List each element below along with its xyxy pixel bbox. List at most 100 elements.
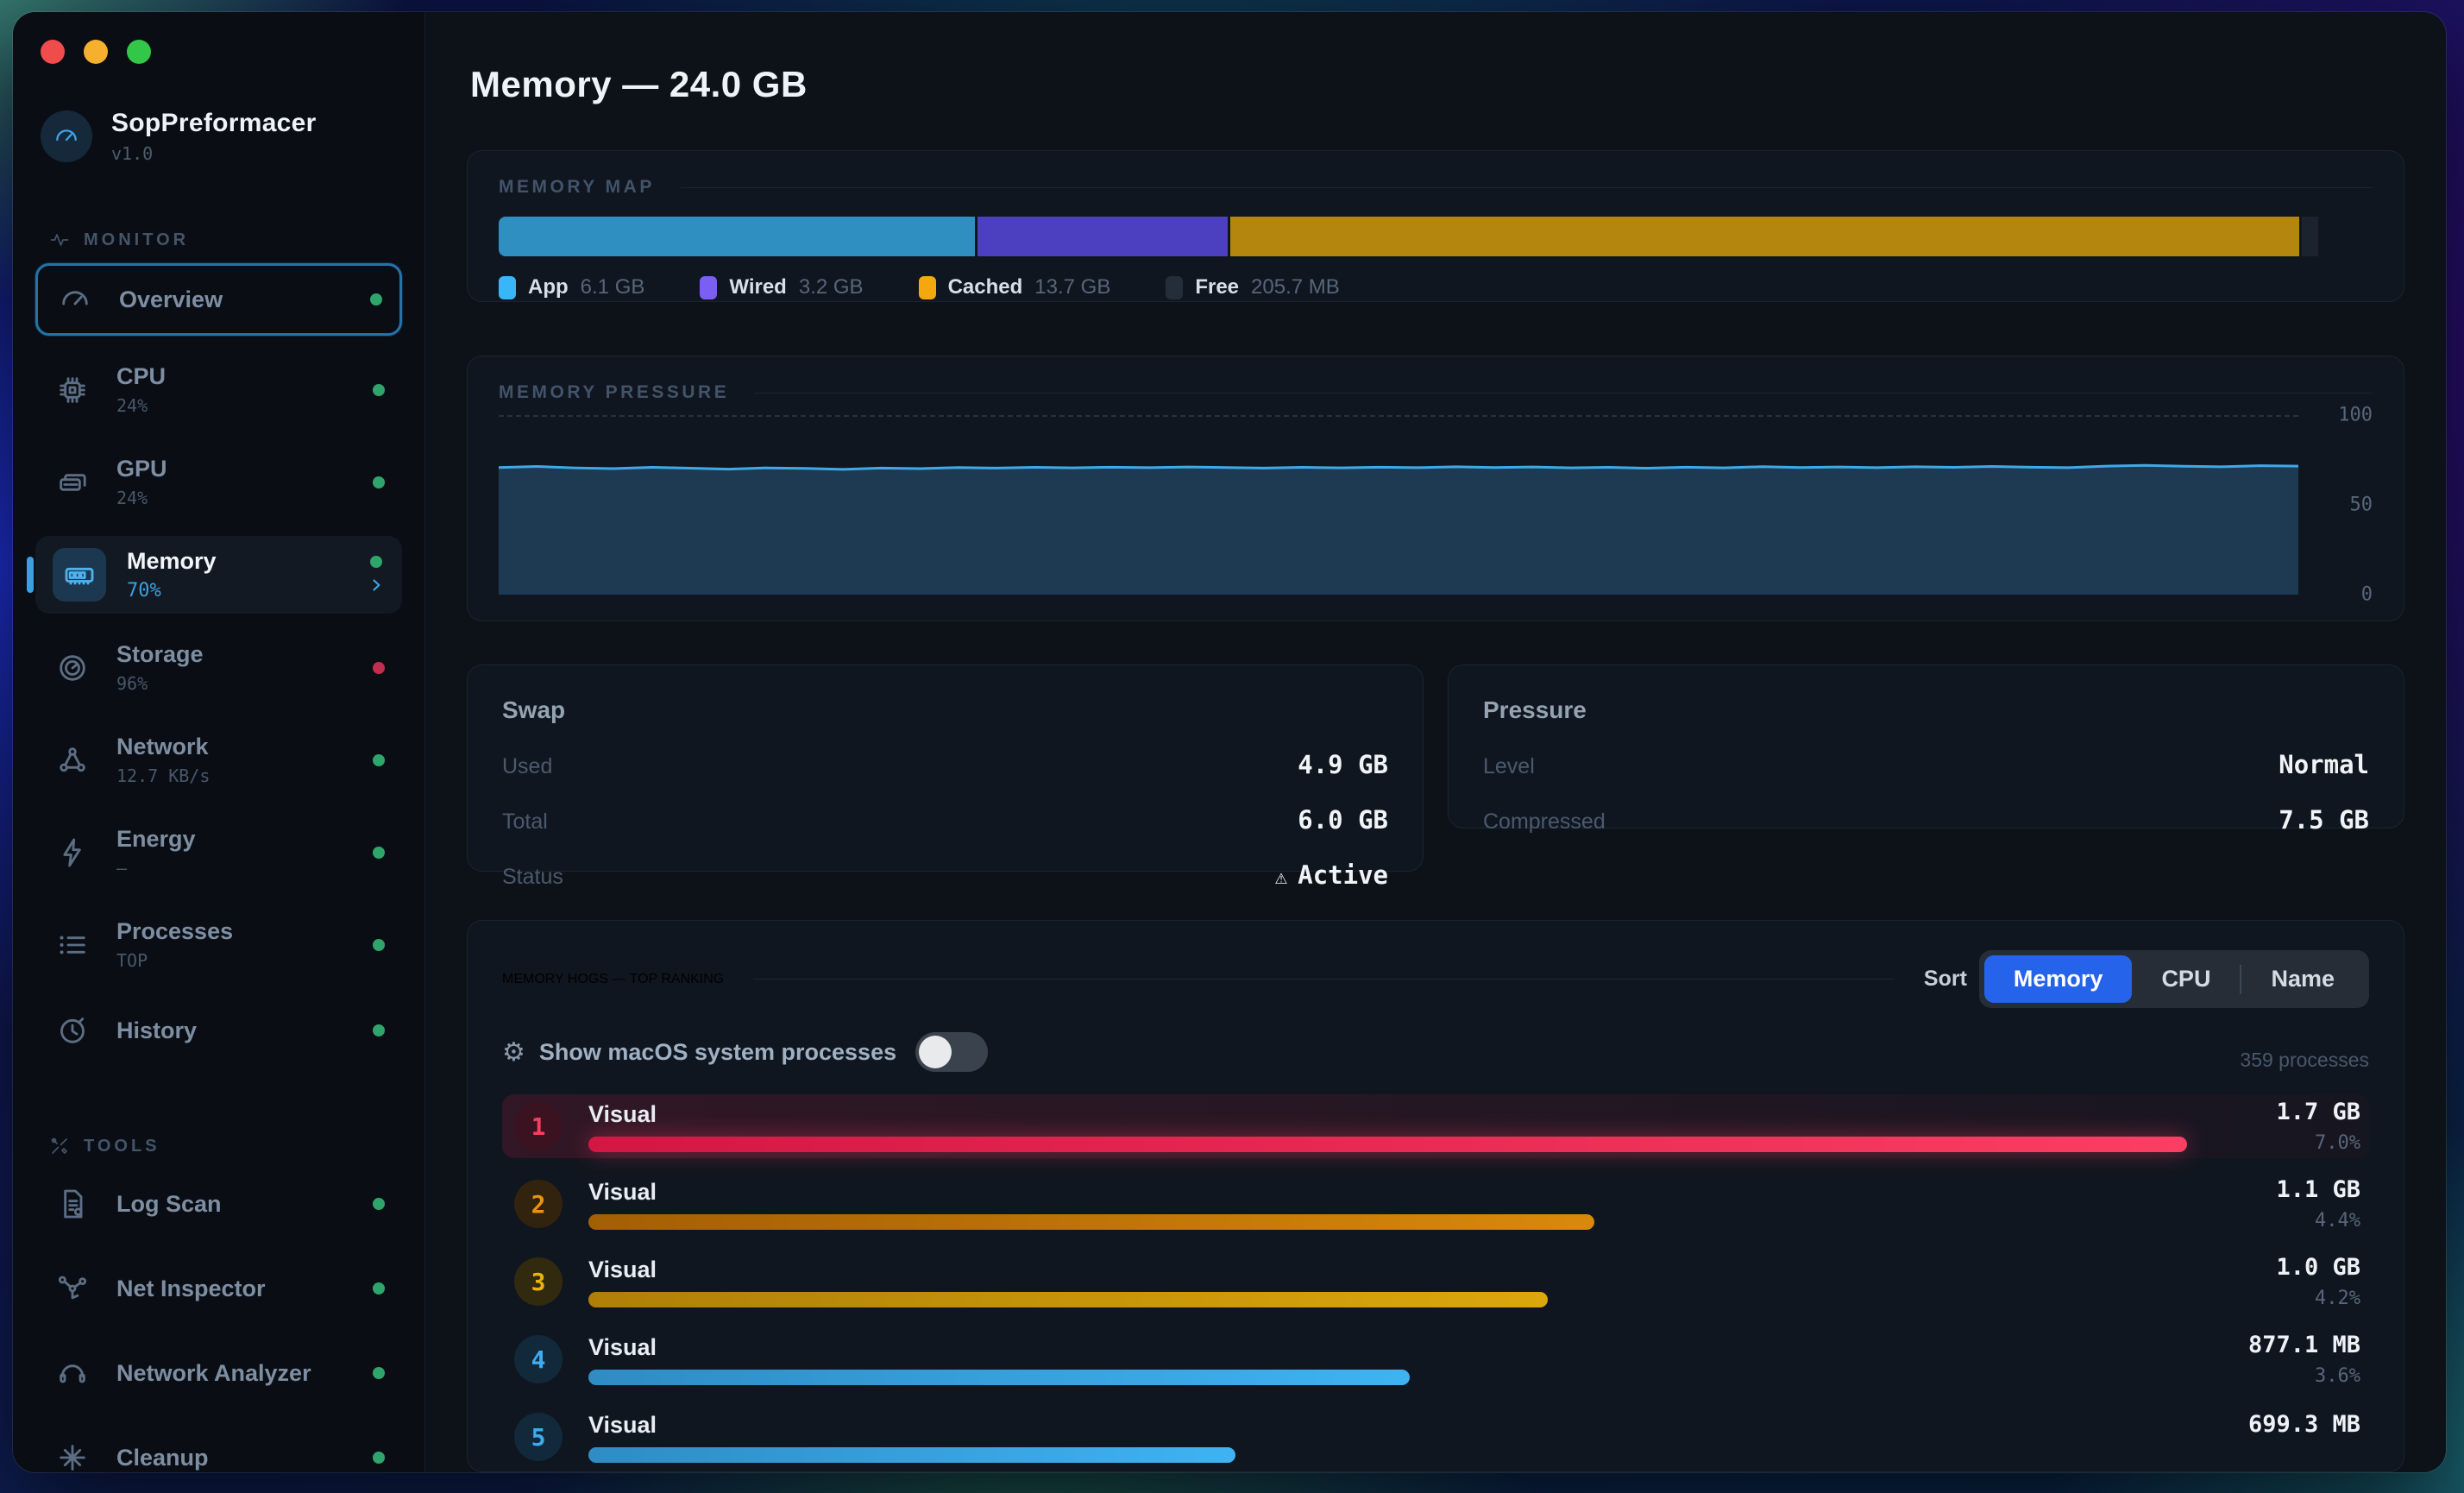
sort-option-cpu[interactable]: CPU [2161, 966, 2211, 992]
memory-usage-bar [588, 1291, 1548, 1307]
sidebar-item-network[interactable]: Network 12.7 KB/s [35, 721, 402, 798]
pressure-title: Pressure [1483, 696, 1587, 723]
stat-value: 6.0 GB [1298, 805, 1388, 835]
disk-icon [53, 648, 92, 688]
clock-icon [53, 1011, 92, 1050]
status-dot-green [373, 1024, 385, 1036]
process-name: Visual [588, 1333, 657, 1360]
sparkle-icon [53, 1438, 92, 1472]
memory-map-header: MEMORY MAP [499, 177, 655, 197]
sidebar-item-storage[interactable]: Storage 96% [35, 629, 402, 706]
stat-value: ⚠ Active [1274, 860, 1388, 890]
status-dot-green [373, 753, 385, 766]
sidebar-item-energy[interactable]: Energy – [35, 814, 402, 891]
status-dot-green [370, 556, 382, 568]
app-brand: SopPreformacer v1.0 [41, 109, 424, 164]
process-memory-percent: 4.2% [2315, 1288, 2360, 1309]
chevron-right-icon [368, 576, 385, 594]
sidebar-item-cleanup[interactable]: Cleanup [35, 1426, 402, 1472]
sidebar-item-label: Net Inspector [116, 1275, 266, 1301]
sidebar-item-memory[interactable]: Memory 70% [27, 536, 402, 614]
sidebar-item-processes[interactable]: Processes TOP [35, 906, 402, 983]
active-indicator [27, 557, 34, 593]
sidebar-item-label: Storage [116, 641, 204, 667]
close-button[interactable] [41, 40, 65, 64]
process-memory-value: 1.7 GB [2276, 1099, 2360, 1125]
sidebar-item-gpu[interactable]: GPU 24% [35, 444, 402, 520]
sidebar-item-value: 70% [127, 580, 161, 602]
traffic-lights [13, 12, 424, 64]
stat-label: Status [502, 865, 563, 889]
stat-value: 7.5 GB [2279, 805, 2369, 835]
sidebar-item-value: 24% [116, 395, 148, 416]
sidebar-item-label: Cleanup [116, 1444, 209, 1471]
chip-icon [53, 370, 92, 410]
show-system-processes-label: Show macOS system processes [538, 1038, 897, 1065]
sidebar-item-cpu[interactable]: CPU 24% [35, 351, 402, 428]
process-memory-percent: 7.0% [2315, 1132, 2360, 1154]
memory-usage-bar [588, 1213, 1594, 1230]
legend-value: 205.7 MB [1251, 275, 1340, 299]
memory-hogs-list: 1 Visual 1.7 GB 7.0% 2 Visual 1.1 GB 4.4… [502, 1094, 2369, 1469]
gpu-icon [53, 463, 92, 502]
swap-row-status: Status ⚠ Active [502, 860, 1388, 890]
status-dot-green [373, 1367, 385, 1379]
sidebar-item-label: GPU [116, 456, 167, 482]
ram-icon [53, 548, 106, 602]
app-version: v1.0 [111, 143, 154, 164]
legend-name: App [528, 275, 569, 299]
process-memory-value: 699.3 MB [2247, 1410, 2360, 1438]
sidebar-item-overview[interactable]: Overview [35, 263, 402, 336]
process-row-1[interactable]: 1 Visual 1.7 GB 7.0% [502, 1094, 2369, 1158]
minimize-button[interactable] [84, 40, 108, 64]
page-title: Memory — 24.0 GB [470, 64, 808, 104]
sidebar-item-net-inspector[interactable]: Net Inspector [35, 1257, 402, 1320]
legend-name: Free [1195, 275, 1240, 299]
process-name: Visual [588, 1100, 657, 1127]
memory-usage-bar [588, 1136, 2187, 1152]
sort-option-memory[interactable]: Memory [1983, 955, 2133, 1003]
memory-pressure-header: MEMORY PRESSURE [499, 382, 730, 402]
status-dot-green [373, 1452, 385, 1464]
stat-label: Used [502, 754, 553, 778]
sidebar-item-log-scan[interactable]: Log Scan [35, 1172, 402, 1236]
zoom-button[interactable] [127, 40, 151, 64]
pressure-card: Pressure Level Normal Compressed 7.5 GB [1448, 665, 2404, 835]
process-row-2[interactable]: 2 Visual 1.1 GB 4.4% [502, 1172, 2369, 1236]
sidebar-item-history[interactable]: History [35, 998, 402, 1062]
rank-badge: 3 [514, 1257, 563, 1306]
memory-hogs-header: MEMORY HOGS — TOP RANKING [502, 971, 725, 986]
sort-option-name[interactable]: Name [2271, 966, 2335, 992]
status-dot-green [373, 846, 385, 859]
segmented-divider [2240, 964, 2242, 994]
legend-item-wired: Wired 3.2 GB [700, 275, 864, 299]
sidebar-item-label: Network [116, 734, 209, 759]
pressure-row-compressed: Compressed 7.5 GB [1483, 805, 2369, 835]
y-tick: 100 [2338, 404, 2373, 426]
status-dot-green [373, 938, 385, 951]
rank-badge: 2 [514, 1180, 563, 1228]
sidebar-item-network-analyzer[interactable]: Network Analyzer [35, 1341, 402, 1405]
sidebar-item-value: TOP [116, 950, 148, 971]
status-dot-green [373, 1282, 385, 1295]
map-segment-free [2302, 217, 2318, 256]
pulse-icon [49, 230, 70, 250]
map-segment-app [499, 217, 976, 256]
stat-label: Total [502, 809, 548, 834]
status-dot-green [373, 1198, 385, 1210]
pressure-row-level: Level Normal [1483, 750, 2369, 779]
process-row-5[interactable]: 5 Visual 699.3 MB [502, 1405, 2369, 1469]
swap-title: Swap [502, 696, 566, 723]
analyzer-icon [53, 1353, 92, 1393]
legend-name: Cached [947, 275, 1023, 299]
process-row-4[interactable]: 4 Visual 877.1 MB 3.6% [502, 1327, 2369, 1391]
memory-map-legend: App 6.1 GB Wired 3.2 GB Cached 13.7 GB F… [499, 275, 2373, 299]
status-dot-red [373, 661, 385, 674]
tools-icon [49, 1136, 70, 1156]
sidebar: SopPreformacer v1.0 MONITOR Overview CPU… [13, 12, 425, 1472]
show-system-processes-toggle[interactable] [915, 1032, 989, 1072]
warning-icon: ⚠ [1274, 865, 1288, 889]
process-row-3[interactable]: 3 Visual 1.0 GB 4.2% [502, 1250, 2369, 1313]
legend-value: 3.2 GB [798, 275, 864, 299]
memory-map-bar [499, 217, 2373, 256]
